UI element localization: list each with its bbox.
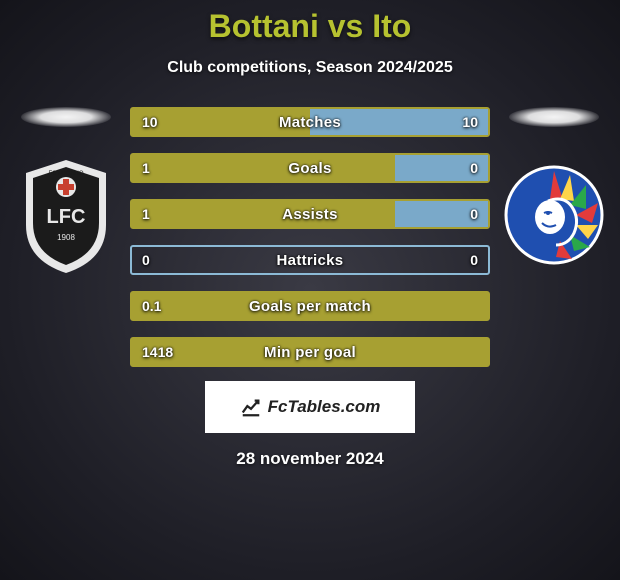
- shadow-ellipse: [509, 107, 599, 127]
- bar-value-left: 0: [142, 252, 150, 268]
- bar-label: Min per goal: [132, 344, 488, 361]
- comparison-title: Bottani vs Ito: [0, 0, 620, 45]
- bar-value-right: 0: [470, 160, 478, 176]
- bar-value-right: 0: [470, 252, 478, 268]
- bar-label: Assists: [132, 206, 488, 223]
- svg-text:FC LUGANO: FC LUGANO: [48, 171, 83, 177]
- stat-bar-row: Hattricks0 0: [130, 245, 490, 275]
- right-team-crest: [504, 155, 604, 275]
- brand-text: FcTables.com: [268, 397, 381, 417]
- stat-bar-row: Goals per match0.1: [130, 291, 490, 321]
- stat-bars: Matches1010Goals10Assists10Hattricks00Go…: [130, 107, 490, 367]
- bar-label: Matches: [132, 114, 488, 131]
- chart-icon: [240, 396, 262, 418]
- bar-label: Goals per match: [132, 298, 488, 315]
- bar-label: Goals: [132, 160, 488, 177]
- stat-bar-row: Matches10 10: [130, 107, 490, 137]
- bar-value-left: 1: [142, 206, 150, 222]
- left-team-crest: LFC 1908 FC LUGANO: [16, 155, 116, 275]
- shadow-ellipse: [21, 107, 111, 127]
- left-team-column: LFC 1908 FC LUGANO: [16, 107, 116, 275]
- bar-label: Hattricks: [132, 252, 488, 269]
- right-team-column: [504, 107, 604, 275]
- comparison-date: 28 november 2024: [0, 449, 620, 469]
- bar-value-left: 10: [142, 114, 158, 130]
- svg-text:LFC: LFC: [47, 206, 86, 228]
- bar-value-right: 0: [470, 206, 478, 222]
- bar-value-left: 0.1: [142, 298, 161, 314]
- bar-value-left: 1418: [142, 344, 173, 360]
- comparison-layout: LFC 1908 FC LUGANO Matches1010Goals10Ass…: [0, 107, 620, 367]
- stat-bar-row: Goals1 0: [130, 153, 490, 183]
- stat-bar-row: Assists1 0: [130, 199, 490, 229]
- stat-bar-row: Min per goal1418: [130, 337, 490, 367]
- brand-footer: FcTables.com: [205, 381, 415, 433]
- svg-text:1908: 1908: [57, 233, 75, 242]
- comparison-subtitle: Club competitions, Season 2024/2025: [0, 59, 620, 77]
- bar-value-right: 10: [462, 114, 478, 130]
- bar-value-left: 1: [142, 160, 150, 176]
